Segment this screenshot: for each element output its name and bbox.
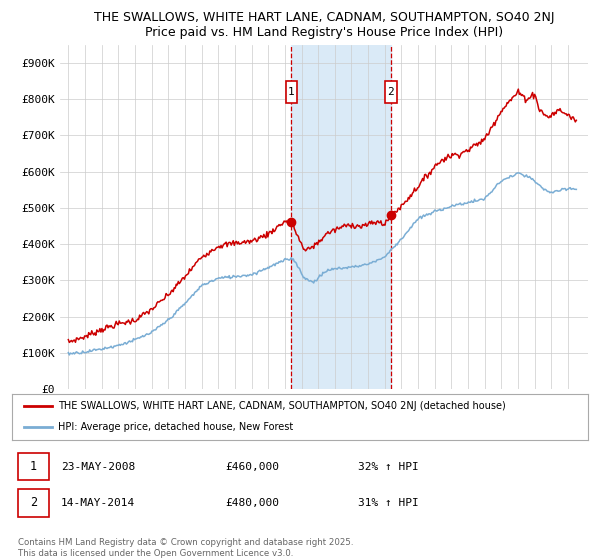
Text: 2: 2: [388, 87, 394, 97]
Text: 14-MAY-2014: 14-MAY-2014: [61, 498, 135, 508]
Text: THE SWALLOWS, WHITE HART LANE, CADNAM, SOUTHAMPTON, SO40 2NJ (detached house): THE SWALLOWS, WHITE HART LANE, CADNAM, S…: [58, 401, 506, 411]
Text: Contains HM Land Registry data © Crown copyright and database right 2025.
This d: Contains HM Land Registry data © Crown c…: [18, 538, 353, 558]
Text: 1: 1: [288, 87, 295, 97]
Bar: [286, 81, 297, 103]
Text: 31% ↑ HPI: 31% ↑ HPI: [358, 498, 418, 508]
Text: £480,000: £480,000: [225, 498, 279, 508]
Bar: [385, 81, 397, 103]
Text: 32% ↑ HPI: 32% ↑ HPI: [358, 461, 418, 472]
Bar: [292, 45, 391, 389]
Title: THE SWALLOWS, WHITE HART LANE, CADNAM, SOUTHAMPTON, SO40 2NJ
Price paid vs. HM L: THE SWALLOWS, WHITE HART LANE, CADNAM, S…: [94, 11, 554, 39]
Text: 23-MAY-2008: 23-MAY-2008: [61, 461, 135, 472]
Text: £460,000: £460,000: [225, 461, 279, 472]
Text: 1: 1: [30, 460, 37, 473]
Bar: [18, 489, 49, 516]
Bar: [18, 452, 49, 480]
Text: 2: 2: [30, 496, 37, 509]
Text: HPI: Average price, detached house, New Forest: HPI: Average price, detached house, New …: [58, 422, 293, 432]
